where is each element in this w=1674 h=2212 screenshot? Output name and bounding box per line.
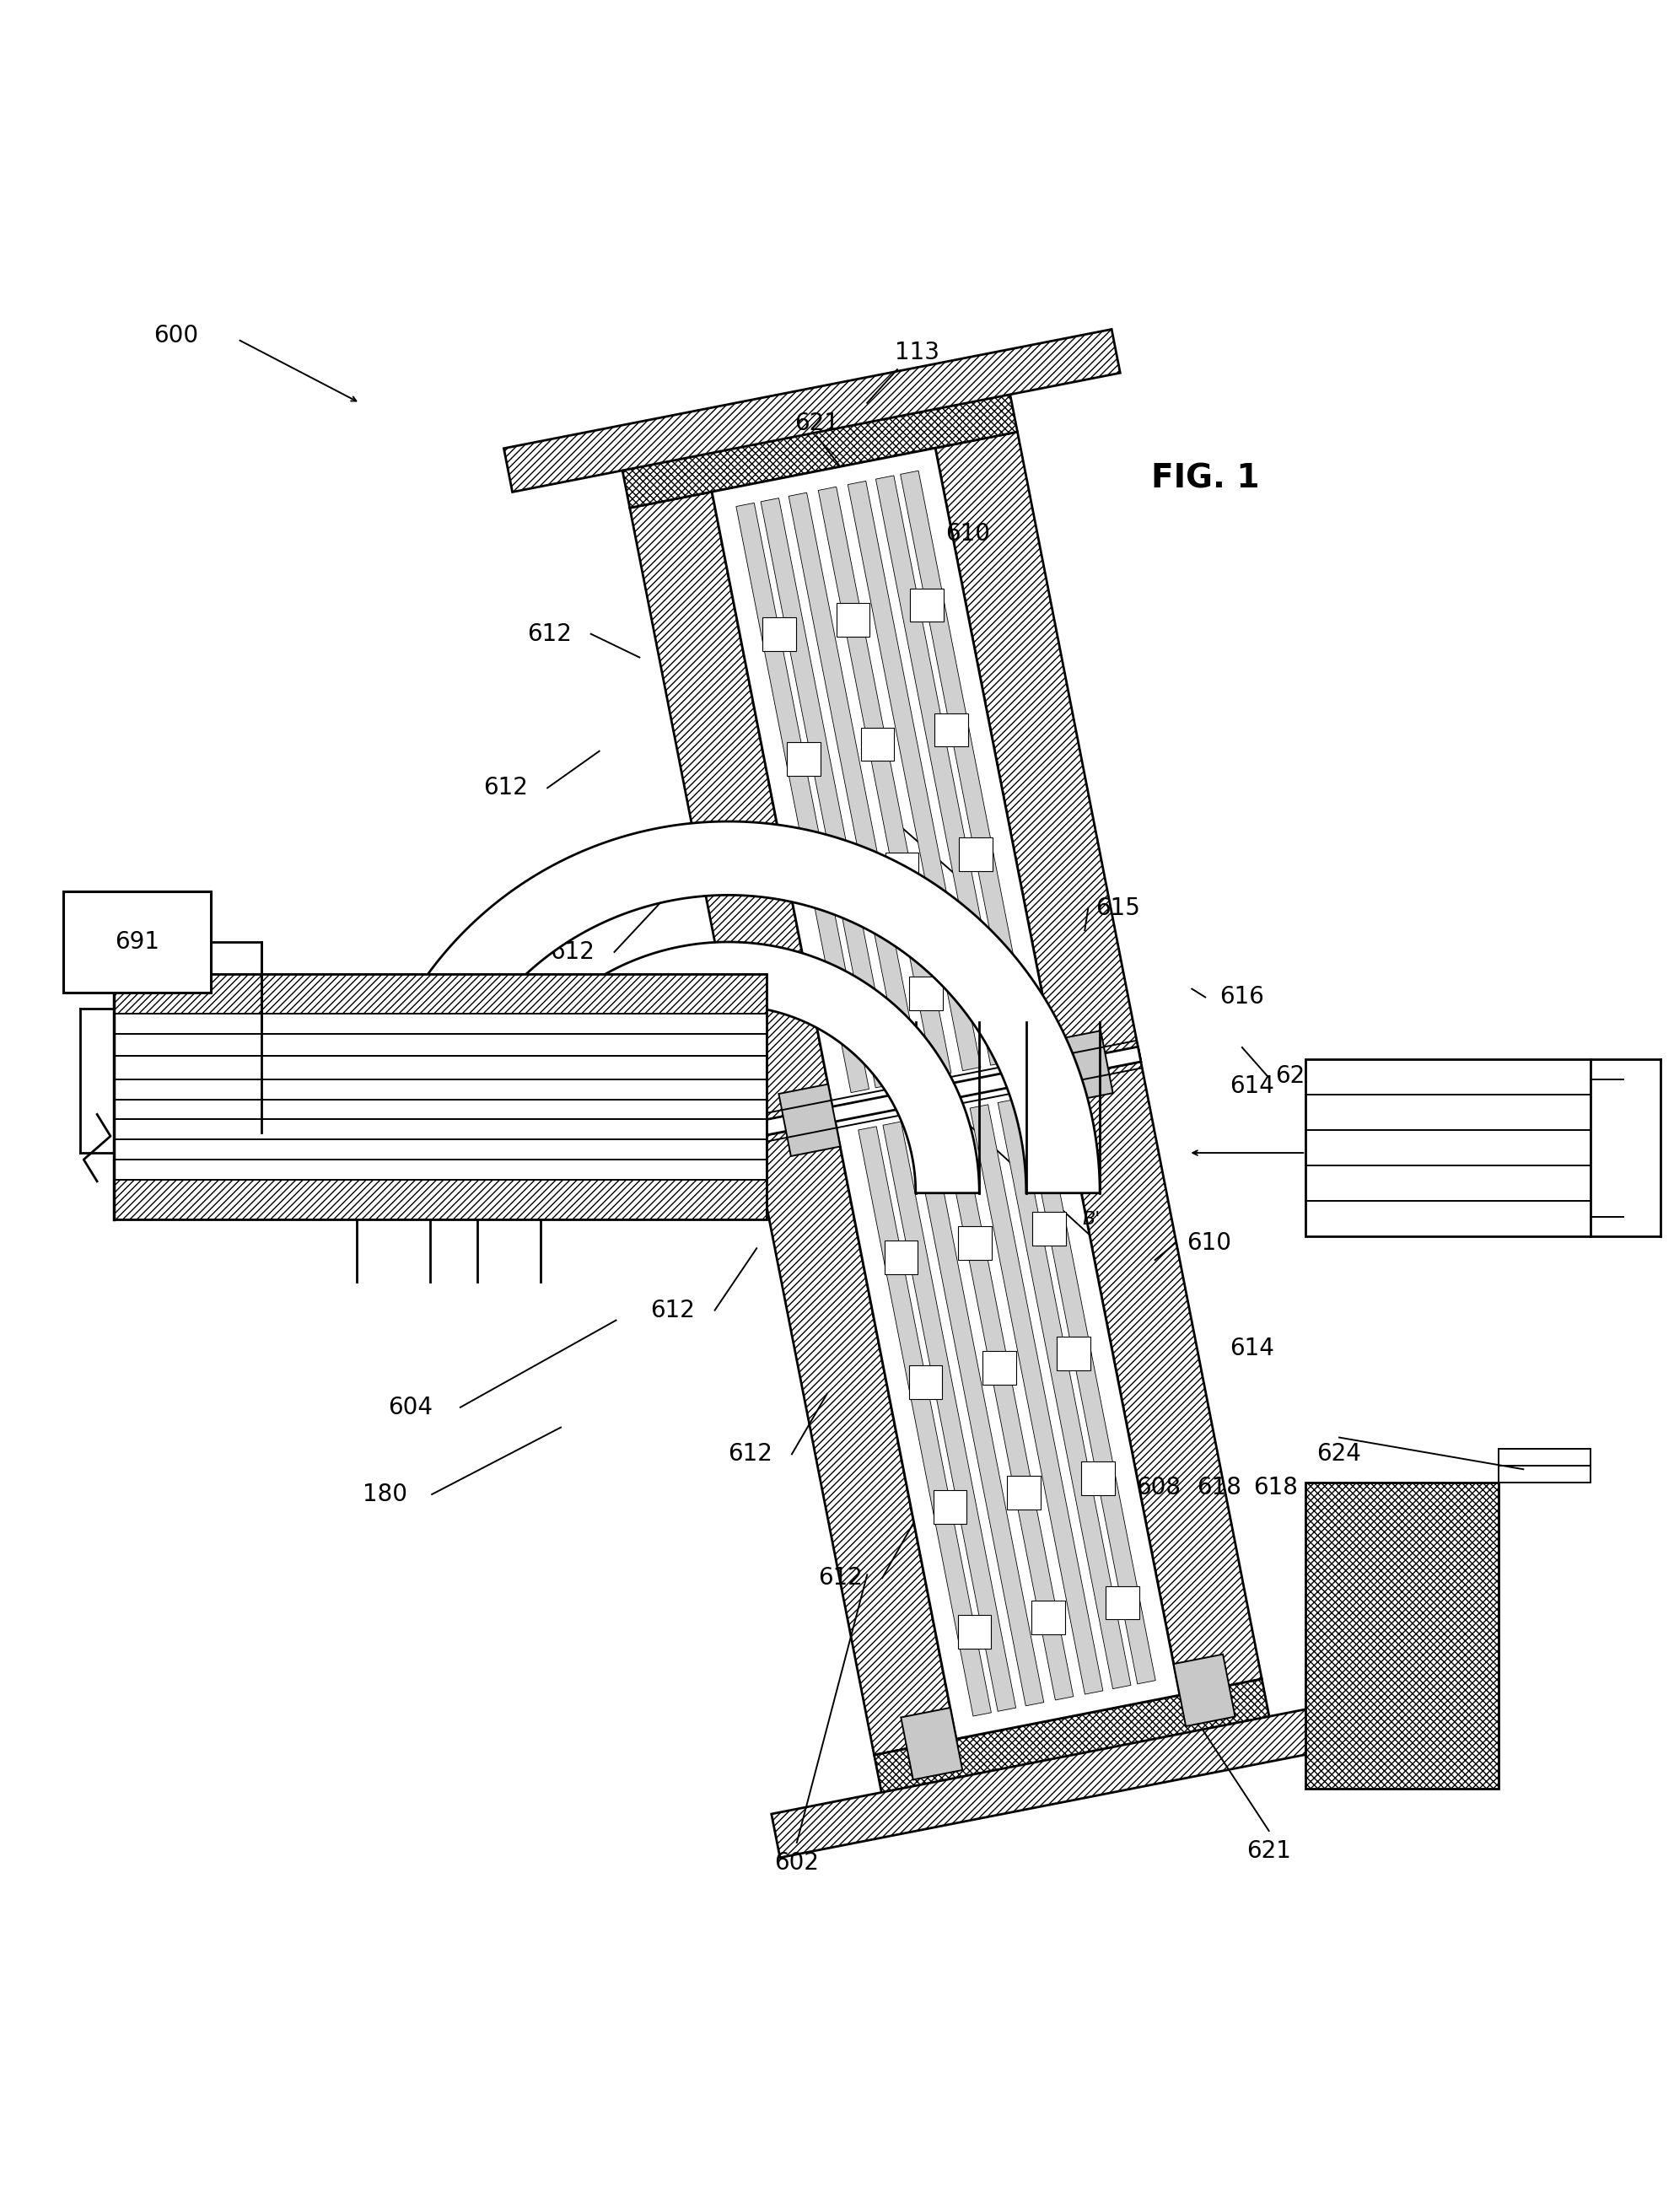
Text: 614: 614 [1230, 1336, 1274, 1360]
Polygon shape [1105, 1586, 1138, 1619]
Polygon shape [357, 821, 1100, 1192]
Text: 621: 621 [795, 411, 839, 436]
Bar [1306, 1060, 1590, 1237]
Polygon shape [711, 449, 1180, 1739]
Polygon shape [1056, 1048, 1262, 1694]
Polygon shape [983, 1352, 1016, 1385]
Bar [114, 1079, 767, 1099]
Polygon shape [860, 728, 894, 761]
Polygon shape [911, 588, 944, 622]
Text: B': B' [959, 860, 976, 876]
Polygon shape [886, 852, 919, 885]
Polygon shape [901, 1708, 963, 1781]
Polygon shape [874, 1679, 1272, 1807]
Polygon shape [998, 1099, 1132, 1688]
Polygon shape [901, 471, 1033, 1060]
Polygon shape [969, 1104, 1103, 1694]
Polygon shape [629, 491, 835, 1137]
Polygon shape [909, 978, 942, 1011]
Polygon shape [876, 476, 1009, 1066]
Polygon shape [909, 1365, 942, 1398]
Bar [114, 973, 767, 1219]
Polygon shape [1081, 1462, 1115, 1495]
Text: 612: 612 [728, 1442, 772, 1467]
Text: 612: 612 [527, 622, 571, 646]
Polygon shape [959, 838, 993, 872]
Polygon shape [837, 604, 870, 637]
Polygon shape [1033, 1212, 1066, 1245]
Polygon shape [1056, 1336, 1090, 1369]
Polygon shape [941, 1110, 1073, 1701]
Text: 113: 113 [896, 341, 939, 365]
Text: 225: 225 [1359, 1141, 1403, 1166]
Bar [114, 1179, 767, 1219]
Text: 602: 602 [775, 1851, 819, 1874]
Bar [114, 1033, 767, 1055]
Polygon shape [959, 1225, 993, 1261]
Text: 612: 612 [551, 940, 594, 964]
Text: 620: 620 [953, 947, 996, 971]
Text: 612: 612 [651, 1298, 695, 1323]
Text: 612: 612 [819, 1566, 862, 1590]
Polygon shape [812, 867, 845, 900]
Polygon shape [762, 617, 795, 650]
Polygon shape [859, 1126, 991, 1717]
Text: B': B' [1083, 1212, 1100, 1228]
Polygon shape [778, 1084, 840, 1157]
Bar [114, 973, 767, 1219]
Polygon shape [882, 1121, 1016, 1712]
Polygon shape [1031, 1601, 1065, 1635]
Text: FIG. 1: FIG. 1 [1152, 462, 1259, 493]
Polygon shape [847, 480, 981, 1071]
Text: 608: 608 [1137, 1475, 1180, 1500]
Polygon shape [750, 1108, 956, 1754]
Bar [114, 1159, 767, 1179]
Polygon shape [819, 487, 951, 1077]
Bar [114, 1055, 767, 1079]
Polygon shape [936, 431, 1142, 1077]
Text: 618: 618 [1197, 1475, 1240, 1500]
Text: 614: 614 [1230, 1075, 1274, 1097]
Text: 600: 600 [154, 325, 198, 347]
Text: 616: 616 [1220, 984, 1264, 1009]
Text: 615: 615 [1096, 896, 1140, 920]
Polygon shape [1023, 1095, 1155, 1683]
Polygon shape [934, 1491, 968, 1524]
Text: 227: 227 [1438, 1571, 1481, 1595]
Polygon shape [1051, 1031, 1113, 1104]
Text: 180: 180 [363, 1482, 407, 1506]
Polygon shape [1008, 1475, 1041, 1509]
Polygon shape [760, 498, 894, 1088]
Polygon shape [911, 1117, 1045, 1705]
Polygon shape [884, 1241, 917, 1274]
Text: 691: 691 [116, 929, 159, 953]
Bar [114, 1139, 767, 1159]
Bar [114, 973, 767, 1013]
Polygon shape [934, 712, 968, 745]
Text: 610: 610 [1187, 1232, 1230, 1254]
Text: 624: 624 [1317, 1442, 1361, 1467]
Polygon shape [835, 991, 869, 1024]
Polygon shape [983, 962, 1016, 995]
Polygon shape [477, 942, 979, 1192]
Bar [114, 1119, 767, 1139]
Polygon shape [619, 380, 1018, 509]
Text: 612: 612 [484, 776, 527, 801]
Polygon shape [788, 493, 922, 1082]
Polygon shape [958, 1615, 991, 1648]
Polygon shape [772, 1694, 1388, 1858]
Polygon shape [504, 330, 1120, 491]
Text: 604: 604 [388, 1396, 432, 1420]
Bar [64, 891, 211, 993]
Text: 618: 618 [1254, 1475, 1297, 1500]
Polygon shape [787, 741, 820, 776]
Polygon shape [737, 502, 869, 1093]
Bar [1306, 1482, 1498, 1790]
Polygon shape [750, 1046, 1142, 1137]
Polygon shape [1173, 1655, 1235, 1725]
Text: 621: 621 [1247, 1838, 1291, 1863]
Text: 622: 622 [1276, 1064, 1319, 1088]
Bar [114, 1099, 767, 1119]
Text: 610: 610 [946, 522, 989, 546]
